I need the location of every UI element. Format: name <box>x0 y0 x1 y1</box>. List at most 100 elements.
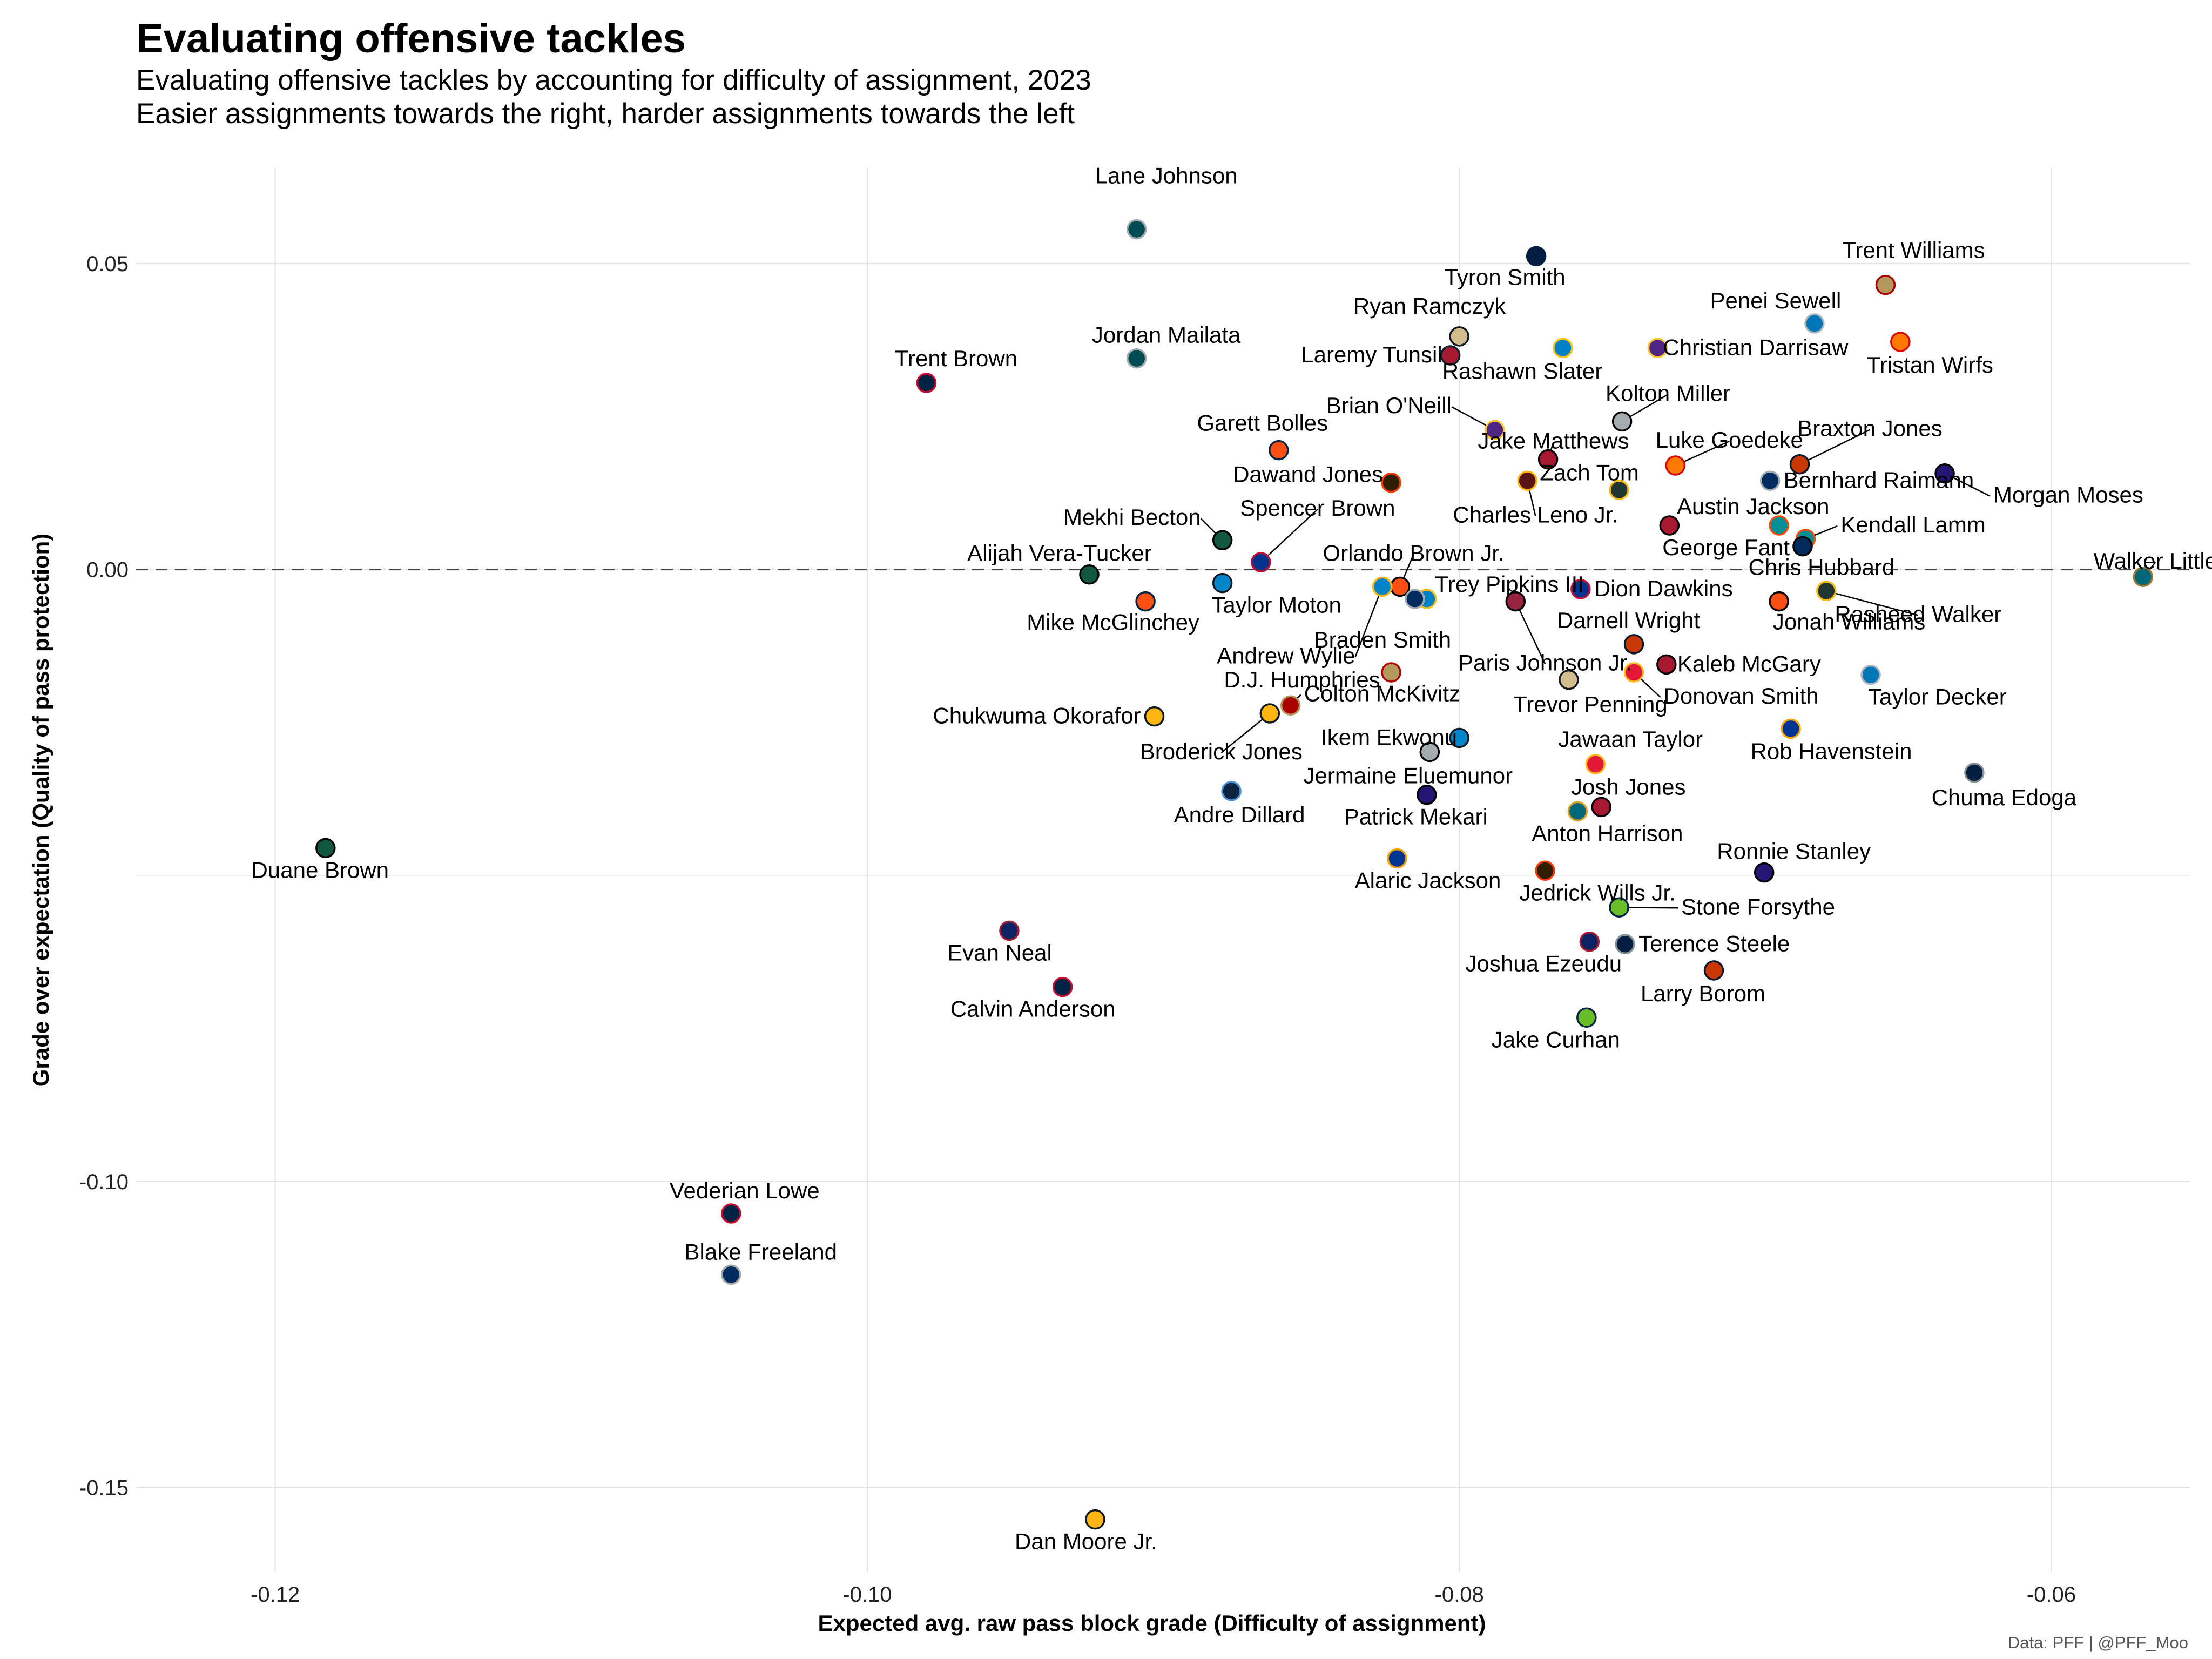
data-point-label: Jermaine Eluemunor <box>1304 763 1513 788</box>
data-point <box>1792 536 1813 557</box>
data-point <box>720 1264 741 1285</box>
data-point <box>1221 781 1242 801</box>
data-point-label: Vederian Lowe <box>670 1178 820 1203</box>
data-point <box>1570 579 1591 599</box>
data-point-label: Joshua Ezeudu <box>1466 951 1622 976</box>
data-point-label: Christian Darrisaw <box>1663 334 1849 360</box>
data-point-label: Patrick Mekari <box>1344 804 1488 830</box>
data-point-label: Taylor Decker <box>1868 684 2007 710</box>
x-tick-label: -0.12 <box>251 1583 300 1607</box>
x-axis-label: Expected avg. raw pass block grade (Diff… <box>818 1610 1486 1636</box>
data-point <box>1816 581 1837 602</box>
data-point <box>1647 338 1668 359</box>
data-point <box>1623 662 1644 683</box>
y-tick-label: 0.00 <box>86 558 129 582</box>
data-point <box>1559 669 1579 690</box>
data-point <box>1419 741 1440 763</box>
label-leader-line <box>1354 586 1383 657</box>
data-point <box>1126 348 1147 369</box>
data-point-label: Terence Steele <box>1638 930 1790 956</box>
data-point-label: Taylor Moton <box>1211 592 1341 618</box>
data-point <box>1526 246 1547 267</box>
data-point-label: Austin Jackson <box>1677 494 1829 519</box>
data-point <box>1390 576 1411 597</box>
data-point-label: Anton Harrison <box>1532 820 1683 846</box>
data-point <box>1890 332 1911 352</box>
x-tick-label: -0.08 <box>1435 1583 1484 1607</box>
data-point <box>1535 860 1555 881</box>
data-point <box>1659 515 1680 536</box>
data-point-label: Tristan Wirfs <box>1867 352 1993 377</box>
data-point-label: Trevor Penning <box>1513 692 1668 717</box>
data-point-label: Trent Williams <box>1842 238 1985 263</box>
data-point <box>1537 449 1559 470</box>
data-point <box>1259 703 1280 724</box>
data-point-label: D.J. Humphries <box>1224 667 1380 692</box>
data-point-label: Luke Goedeke <box>1656 427 1803 453</box>
label-leader-line <box>1260 509 1318 563</box>
data-point-label: Dion Dawkins <box>1594 576 1733 601</box>
data-point <box>1567 801 1588 822</box>
data-point-label: Walker Little <box>2094 548 2212 574</box>
data-point <box>1251 552 1271 572</box>
y-tick-label: 0.05 <box>86 252 129 276</box>
data-point <box>1417 784 1437 805</box>
data-point <box>1405 589 1425 609</box>
data-point-label: Kendall Lamm <box>1840 512 1985 537</box>
data-point <box>1623 634 1644 655</box>
data-point-label: Zach Tom <box>1540 460 1639 485</box>
label-leader-line <box>1826 590 1919 616</box>
data-point <box>1804 313 1825 334</box>
data-point <box>1381 662 1401 683</box>
data-point-label: Brian O'Neill <box>1326 393 1452 418</box>
data-point <box>999 920 1020 941</box>
data-point <box>1576 1007 1597 1028</box>
data-point-label: Bernhard Raimann <box>1784 467 1974 493</box>
data-point <box>1372 576 1393 597</box>
axes: -0.12 -0.10 -0.08 -0.06 0.05 0.00 -0.10 -0.15 <box>79 252 2076 1607</box>
data-point <box>1449 326 1469 347</box>
data-point-label: Laremy Tunsil <box>1301 342 1442 367</box>
data-point-label: Broderick Jones <box>1140 739 1303 764</box>
data-point-label: Alaric Jackson <box>1355 868 1501 893</box>
data-point-labels: Lane Johnson Tyron Smith Trent WilliamsPen… <box>252 163 2212 1554</box>
data-point <box>315 838 336 859</box>
data-point-label: Jedrick Wills Jr. <box>1519 880 1675 905</box>
data-point <box>1579 931 1600 952</box>
data-point-label: Rob Havenstein <box>1751 738 1912 764</box>
data-point-label: Braden Smith <box>1314 627 1451 652</box>
data-point <box>1609 897 1629 918</box>
data-point-label: Kolton Miller <box>1606 380 1730 406</box>
data-point-label: Dan Moore Jr. <box>1015 1529 1157 1554</box>
data-point-label: Andre Dillard <box>1174 802 1305 827</box>
data-point-label: Ryan Ramczyk <box>1353 293 1506 319</box>
data-point <box>1860 664 1881 685</box>
x-tick-label: -0.10 <box>842 1583 892 1607</box>
data-point <box>1126 219 1147 240</box>
data-point-label: Alijah Vera-Tucker <box>967 541 1152 566</box>
data-point-label: Rashawn Slater <box>1442 358 1602 383</box>
data-point <box>1449 727 1469 748</box>
data-point-label: Calvin Anderson <box>950 996 1116 1022</box>
data-point <box>916 373 937 393</box>
data-point-label: Trent Brown <box>895 346 1017 371</box>
y-tick-label: -0.15 <box>79 1476 129 1500</box>
data-point-label: Morgan Moses <box>1993 482 2143 508</box>
data-point-label: George Fant <box>1662 535 1790 560</box>
data-point <box>1269 440 1289 461</box>
data-point-label: Lane Johnson <box>1095 163 1238 188</box>
data-point <box>1517 470 1537 491</box>
data-point <box>1381 472 1401 493</box>
data-point <box>1665 455 1686 476</box>
data-point <box>1769 591 1789 612</box>
data-point <box>1440 345 1461 366</box>
data-point-label: Spencer Brown <box>1240 495 1395 521</box>
label-leader-line <box>1799 429 1871 465</box>
data-point-label: Darnell Wright <box>1557 608 1701 633</box>
data-point-label: Donovan Smith <box>1664 683 1819 709</box>
data-point-label: Stone Forsythe <box>1681 894 1835 919</box>
data-point <box>1656 654 1677 675</box>
data-source-caption: Data: PFF | @PFF_Moo <box>2007 1633 2188 1652</box>
data-point-label: Mekhi Becton <box>1063 504 1201 530</box>
